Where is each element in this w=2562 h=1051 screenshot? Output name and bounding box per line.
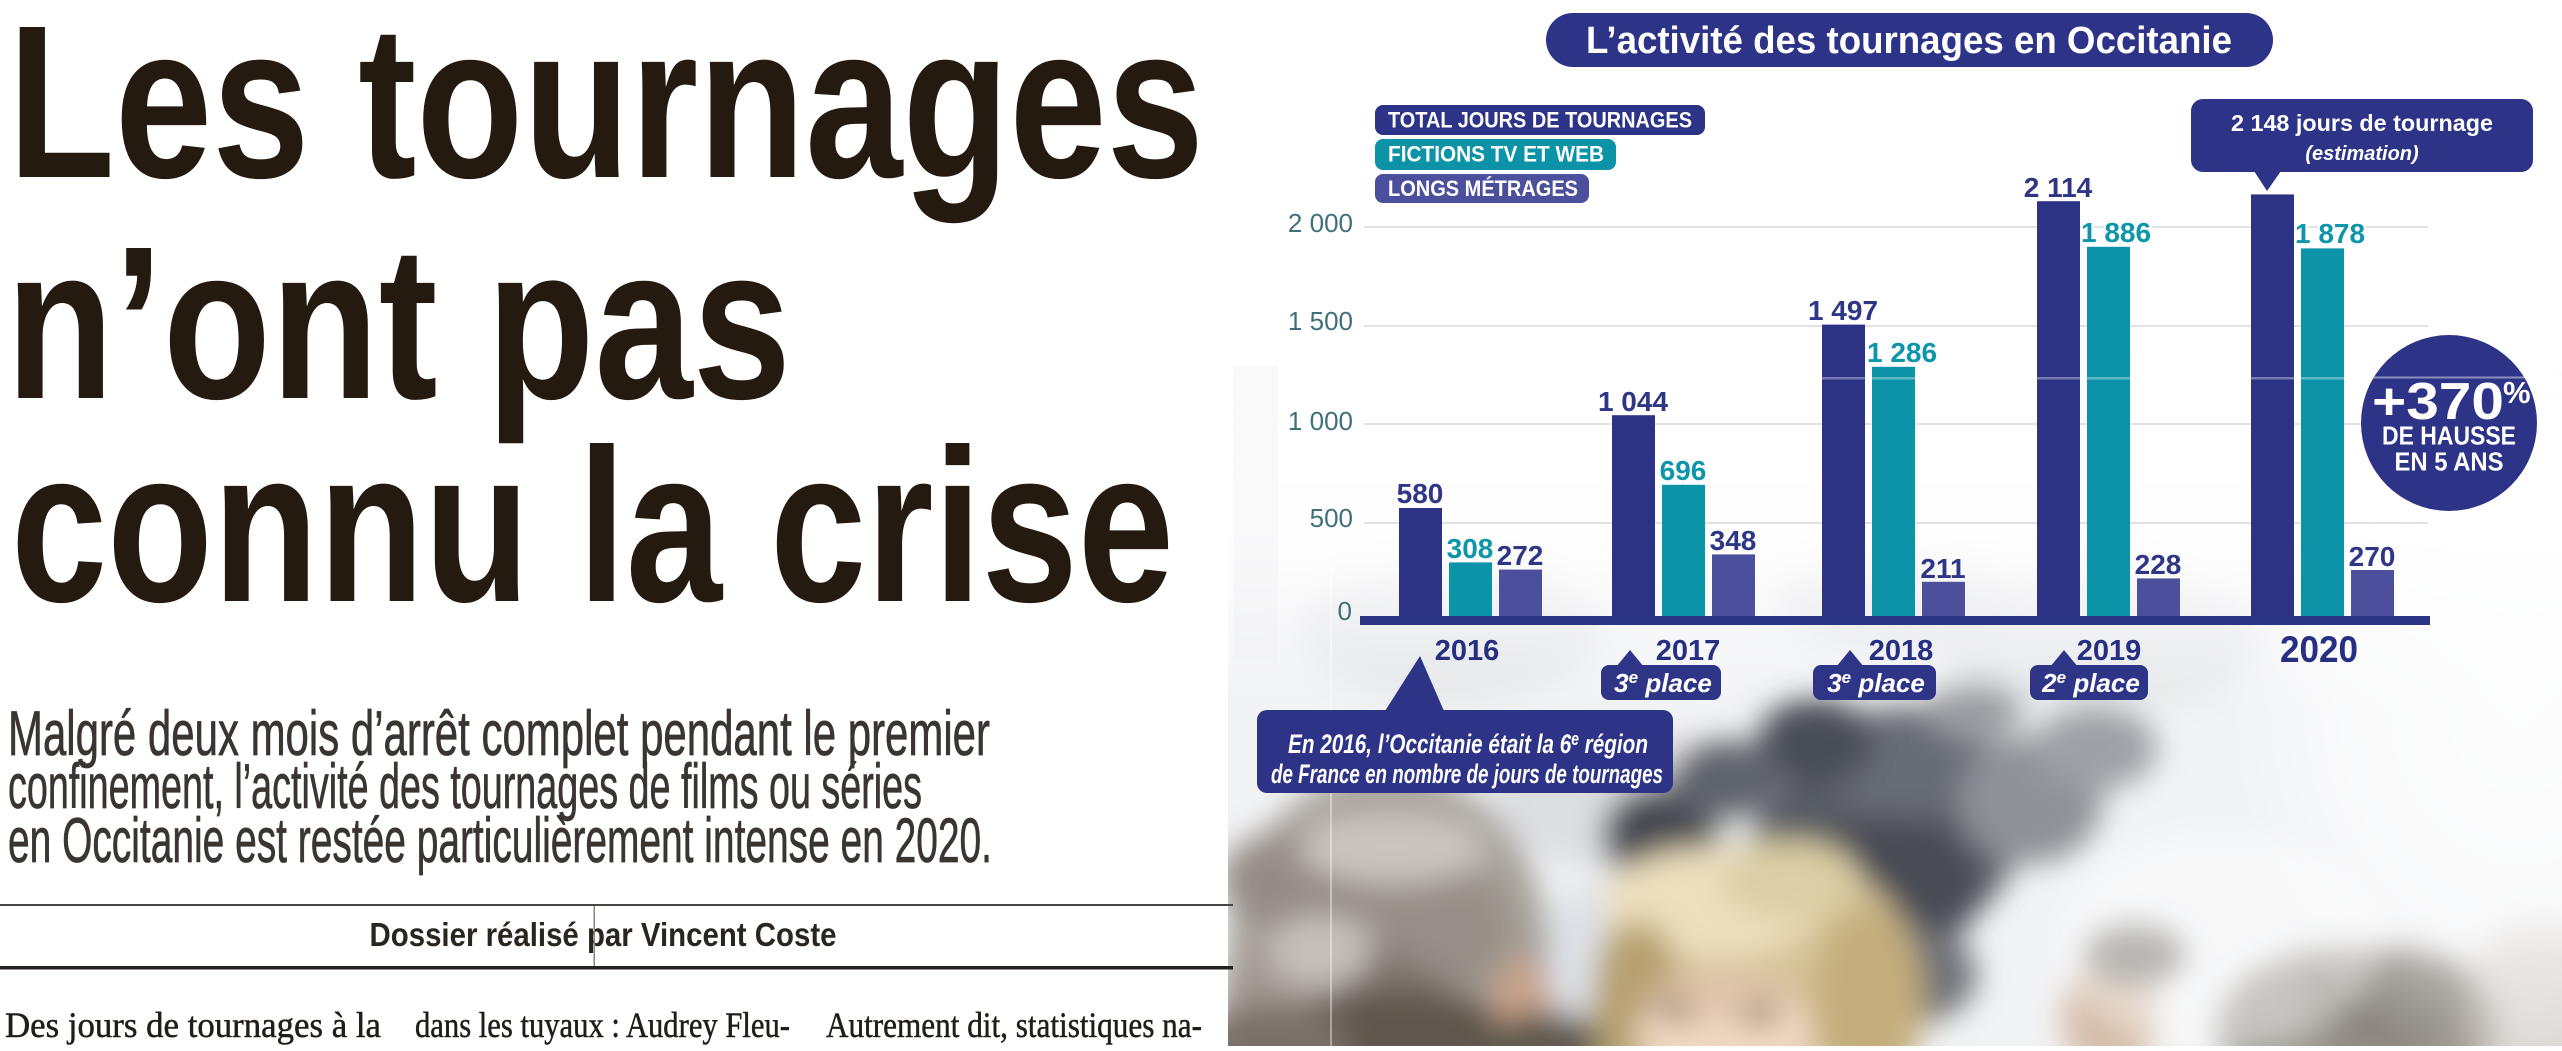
svg-text:2016: 2016 bbox=[1435, 635, 1500, 667]
svg-text:2018: 2018 bbox=[1869, 635, 1934, 667]
svg-text:1 286: 1 286 bbox=[1867, 337, 1937, 368]
svg-text:connu la crise: connu la crise bbox=[11, 405, 1174, 648]
svg-text:1 497: 1 497 bbox=[1808, 295, 1878, 326]
svg-text:348: 348 bbox=[1710, 525, 1757, 556]
svg-text:1 886: 1 886 bbox=[2081, 217, 2151, 248]
svg-text:EN 5 ANS: EN 5 ANS bbox=[2395, 447, 2504, 477]
svg-text:LONGS MÉTRAGES: LONGS MÉTRAGES bbox=[1388, 176, 1578, 201]
svg-text:2 148 jours de tournage: 2 148 jours de tournage bbox=[2231, 110, 2493, 136]
svg-text:en Occitanie est restée partic: en Occitanie est restée particulièrement… bbox=[8, 806, 992, 876]
svg-text:+370: +370 bbox=[2372, 373, 2504, 431]
svg-text:En 2016, l’Occitanie était la: En 2016, l’Occitanie était la 6e région bbox=[1288, 729, 1648, 759]
svg-text:211: 211 bbox=[1920, 553, 1965, 584]
svg-text:2019: 2019 bbox=[2077, 635, 2142, 667]
svg-text:308: 308 bbox=[1447, 533, 1494, 564]
svg-text:%: % bbox=[2503, 375, 2531, 410]
svg-text:2e place: 2e place bbox=[2041, 668, 2140, 698]
svg-text:L’activité des tournages en Oc: L’activité des tournages en Occitanie bbox=[1586, 20, 2232, 62]
svg-text:0: 0 bbox=[1338, 596, 1352, 626]
svg-text:Des jours de tournages à la: Des jours de tournages à la bbox=[5, 1005, 381, 1045]
svg-text:2 000: 2 000 bbox=[1288, 208, 1353, 238]
svg-text:1 878: 1 878 bbox=[2295, 218, 2365, 249]
svg-text:DE HAUSSE: DE HAUSSE bbox=[2382, 421, 2516, 451]
svg-text:2020: 2020 bbox=[2280, 629, 2358, 670]
svg-text:500: 500 bbox=[1310, 503, 1353, 533]
svg-text:696: 696 bbox=[1660, 455, 1707, 486]
svg-text:n’ont pas: n’ont pas bbox=[6, 202, 791, 445]
svg-text:dans les tuyaux : Audrey Fleu-: dans les tuyaux : Audrey Fleu- bbox=[415, 1005, 790, 1045]
svg-text:Autrement dit, statistiques na: Autrement dit, statistiques na- bbox=[826, 1005, 1202, 1045]
svg-text:Dossier réalisé par Vincent Co: Dossier réalisé par Vincent Coste bbox=[370, 917, 837, 954]
svg-text:580: 580 bbox=[1397, 478, 1444, 509]
svg-text:228: 228 bbox=[2135, 549, 2182, 580]
svg-text:270: 270 bbox=[2349, 541, 2396, 572]
svg-text:1 044: 1 044 bbox=[1598, 386, 1668, 417]
svg-text:confinement, l’activité des to: confinement, l’activité des tournages de… bbox=[8, 752, 922, 822]
svg-text:Malgré deux mois d’arrêt compl: Malgré deux mois d’arrêt complet pendant… bbox=[8, 699, 990, 769]
svg-text:Les tournages: Les tournages bbox=[8, 0, 1204, 224]
svg-text:(estimation): (estimation) bbox=[2305, 143, 2419, 165]
svg-text:2017: 2017 bbox=[1656, 635, 1721, 667]
svg-text:1 500: 1 500 bbox=[1288, 306, 1353, 336]
svg-text:1 000: 1 000 bbox=[1288, 406, 1353, 436]
svg-text:FICTIONS TV ET WEB: FICTIONS TV ET WEB bbox=[1388, 142, 1604, 167]
svg-text:TOTAL JOURS DE TOURNAGES: TOTAL JOURS DE TOURNAGES bbox=[1388, 108, 1692, 133]
svg-text:272: 272 bbox=[1497, 540, 1544, 571]
svg-text:2 114: 2 114 bbox=[2024, 172, 2093, 203]
svg-text:de France en nombre de jours d: de France en nombre de jours de tournage… bbox=[1271, 759, 1663, 789]
